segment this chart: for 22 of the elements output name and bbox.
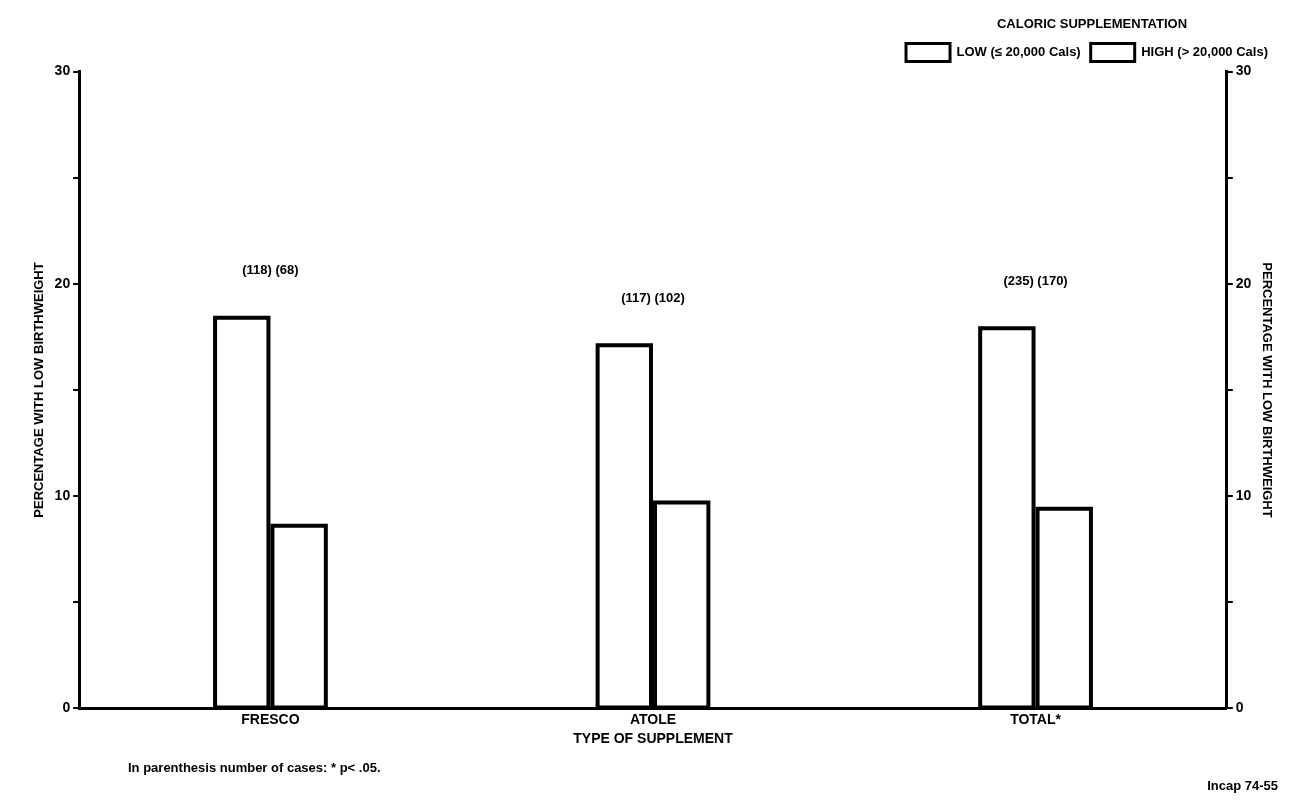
annotation: (117) (102): [621, 289, 685, 305]
legend-label: HIGH (> 20,000 Cals): [1141, 44, 1269, 60]
y2-tick-label: 0: [1235, 699, 1244, 716]
y-tick-label: 0: [62, 699, 71, 716]
x-tick-label: ATOLE: [629, 710, 677, 727]
text: In parenthesis number of cases: * p< .05.: [128, 759, 381, 775]
y-tick-label: 20: [54, 274, 71, 291]
y-axis-title: PERCENTAGE WITH LOW BIRTHWEIGHT: [31, 262, 47, 518]
y2-tick-label: 10: [1235, 486, 1252, 503]
y-tick-label: 30: [54, 62, 71, 79]
annotation: (235) (170): [1003, 272, 1068, 288]
text: Incap 74-55: [1207, 777, 1278, 793]
annotation: (118) (68): [242, 262, 299, 278]
y-tick-label: 10: [54, 486, 71, 503]
legend-title: CALORIC SUPPLEMENTATION: [996, 16, 1188, 32]
x-axis-title: TYPE OF SUPPLEMENT: [573, 730, 734, 747]
legend-label: LOW (≤ 20,000 Cals): [956, 44, 1081, 60]
x-tick-label: FRESCO: [241, 710, 300, 727]
y2-tick-label: 20: [1235, 274, 1252, 291]
y2-tick-label: 30: [1235, 62, 1252, 79]
y2-axis-title: PERCENTAGE WITH LOW BIRTHWEIGHT: [1259, 262, 1275, 518]
x-tick-label: TOTAL*: [1010, 710, 1062, 727]
